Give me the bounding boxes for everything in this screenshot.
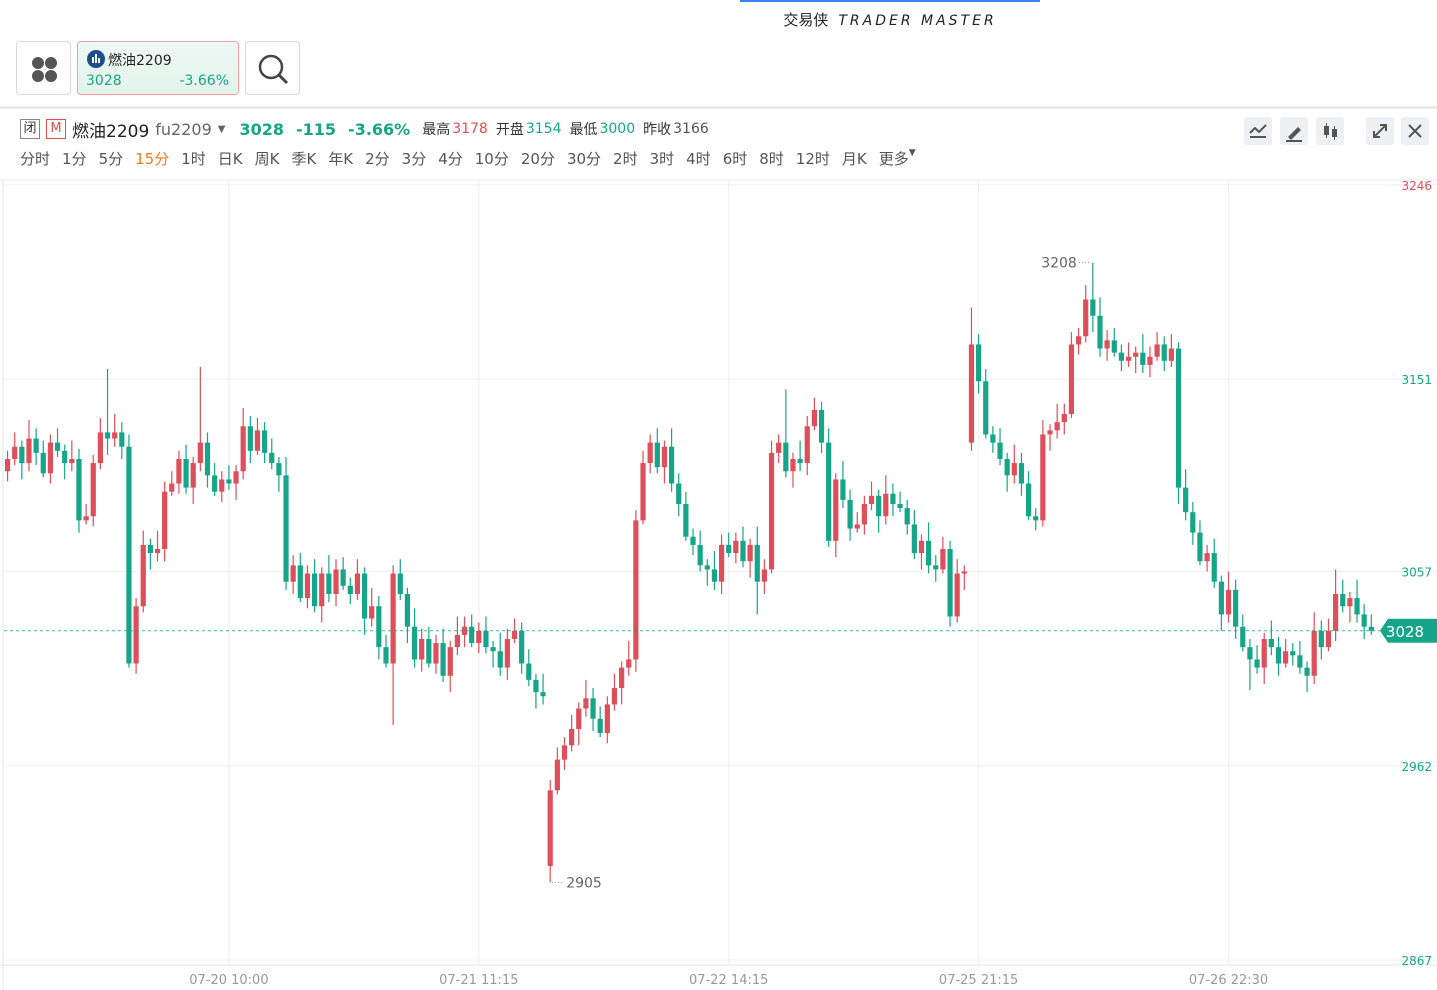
field-value: 3166 <box>673 121 709 137</box>
timeframe[interactable]: 4分 <box>438 150 463 168</box>
field-label: 最低 <box>569 122 598 138</box>
timeframe[interactable]: 1时 <box>181 150 206 168</box>
tab-icon <box>87 50 105 68</box>
symbol-name: 燃油2209 <box>72 121 150 142</box>
timeframe[interactable]: 8时 <box>759 150 784 168</box>
field-value: 3000 <box>599 121 636 137</box>
search-button[interactable] <box>245 41 300 95</box>
menu-icon <box>32 57 57 82</box>
icon <box>1408 124 1422 138</box>
field-value: 3178 <box>452 121 488 137</box>
timeframe[interactable]: 年K <box>328 150 354 168</box>
timeframe[interactable]: 分时 <box>20 150 51 168</box>
timeframe-bar: 分时 1分 5分 15分 1时 日K 周K 季K 年K 2分 3分 4分 10分 20分 30分 2时 3时 4时… <box>20 148 916 169</box>
change-pct: -3.66% <box>348 119 411 139</box>
tab-price: 3028 <box>86 73 122 89</box>
timeframe[interactable]: 6时 <box>722 150 748 168</box>
menu-button[interactable] <box>16 41 71 95</box>
timeframe[interactable]: 3分 <box>401 150 427 168</box>
field-label: 最高 <box>422 122 451 138</box>
timeframe[interactable]: 10分 <box>474 150 509 168</box>
icon <box>1249 124 1267 138</box>
timeframe[interactable]: 20分 <box>520 150 555 168</box>
timeframe[interactable]: 季K <box>291 150 317 168</box>
field-label: 昨收 <box>643 122 672 138</box>
timeframe[interactable]: 3时 <box>649 150 675 168</box>
tab-change: -3.66% <box>179 73 229 89</box>
tool-candle[interactable] <box>1316 117 1344 145</box>
icon <box>1373 124 1387 138</box>
icon <box>1324 123 1337 140</box>
symbol-tab[interactable]: 燃油2209 3028 -3.66% <box>77 41 239 95</box>
brand-slogan: TRADER MASTER <box>838 13 997 29</box>
dropdown-arrow: ▼ <box>908 148 916 158</box>
chart-panel <box>0 106 1437 990</box>
symbol-code[interactable]: fu2209 <box>155 119 212 139</box>
timeframe[interactable]: 2分 <box>365 150 390 168</box>
timeframe[interactable]: 月K <box>841 150 867 168</box>
timeframe[interactable]: 30分 <box>566 150 602 168</box>
tool-fullscreen[interactable] <box>1366 117 1394 145</box>
brand-name: 交易侠 <box>783 11 829 29</box>
tool-draw[interactable] <box>1280 117 1308 145</box>
tab-name: 燃油2209 <box>108 53 172 69</box>
timeframe[interactable]: 5分 <box>98 150 124 168</box>
timeframe[interactable]: 更多 <box>878 150 909 168</box>
timeframe[interactable]: 12时 <box>795 150 830 168</box>
timeframe[interactable]: 4时 <box>686 150 711 168</box>
field-value: 3154 <box>525 121 562 137</box>
timeframe[interactable]: 周K <box>254 150 280 168</box>
timeframe[interactable]: 日K <box>217 150 243 168</box>
timeframe[interactable]: 1分 <box>62 150 87 168</box>
badge: 闭 <box>20 119 40 139</box>
tool-indicator[interactable] <box>1244 117 1272 145</box>
brand: 交易侠 TRADER MASTER <box>740 0 1040 38</box>
timeframe[interactable]: 15分 <box>135 150 170 168</box>
search-icon <box>258 54 289 85</box>
dropdown-arrow: ▼ <box>217 123 226 135</box>
price: 3028 <box>239 119 284 139</box>
timeframe[interactable]: 2时 <box>613 150 638 168</box>
tool-close[interactable] <box>1401 117 1429 145</box>
icon <box>1286 127 1302 142</box>
quote-header: 闭 M 燃油2209 fu2209 ▼ 3028 -115 -3.66% 最高 31… <box>20 117 709 142</box>
badge: M <box>46 119 66 139</box>
field-label: 开盘 <box>495 122 524 138</box>
change: -115 <box>296 119 337 139</box>
